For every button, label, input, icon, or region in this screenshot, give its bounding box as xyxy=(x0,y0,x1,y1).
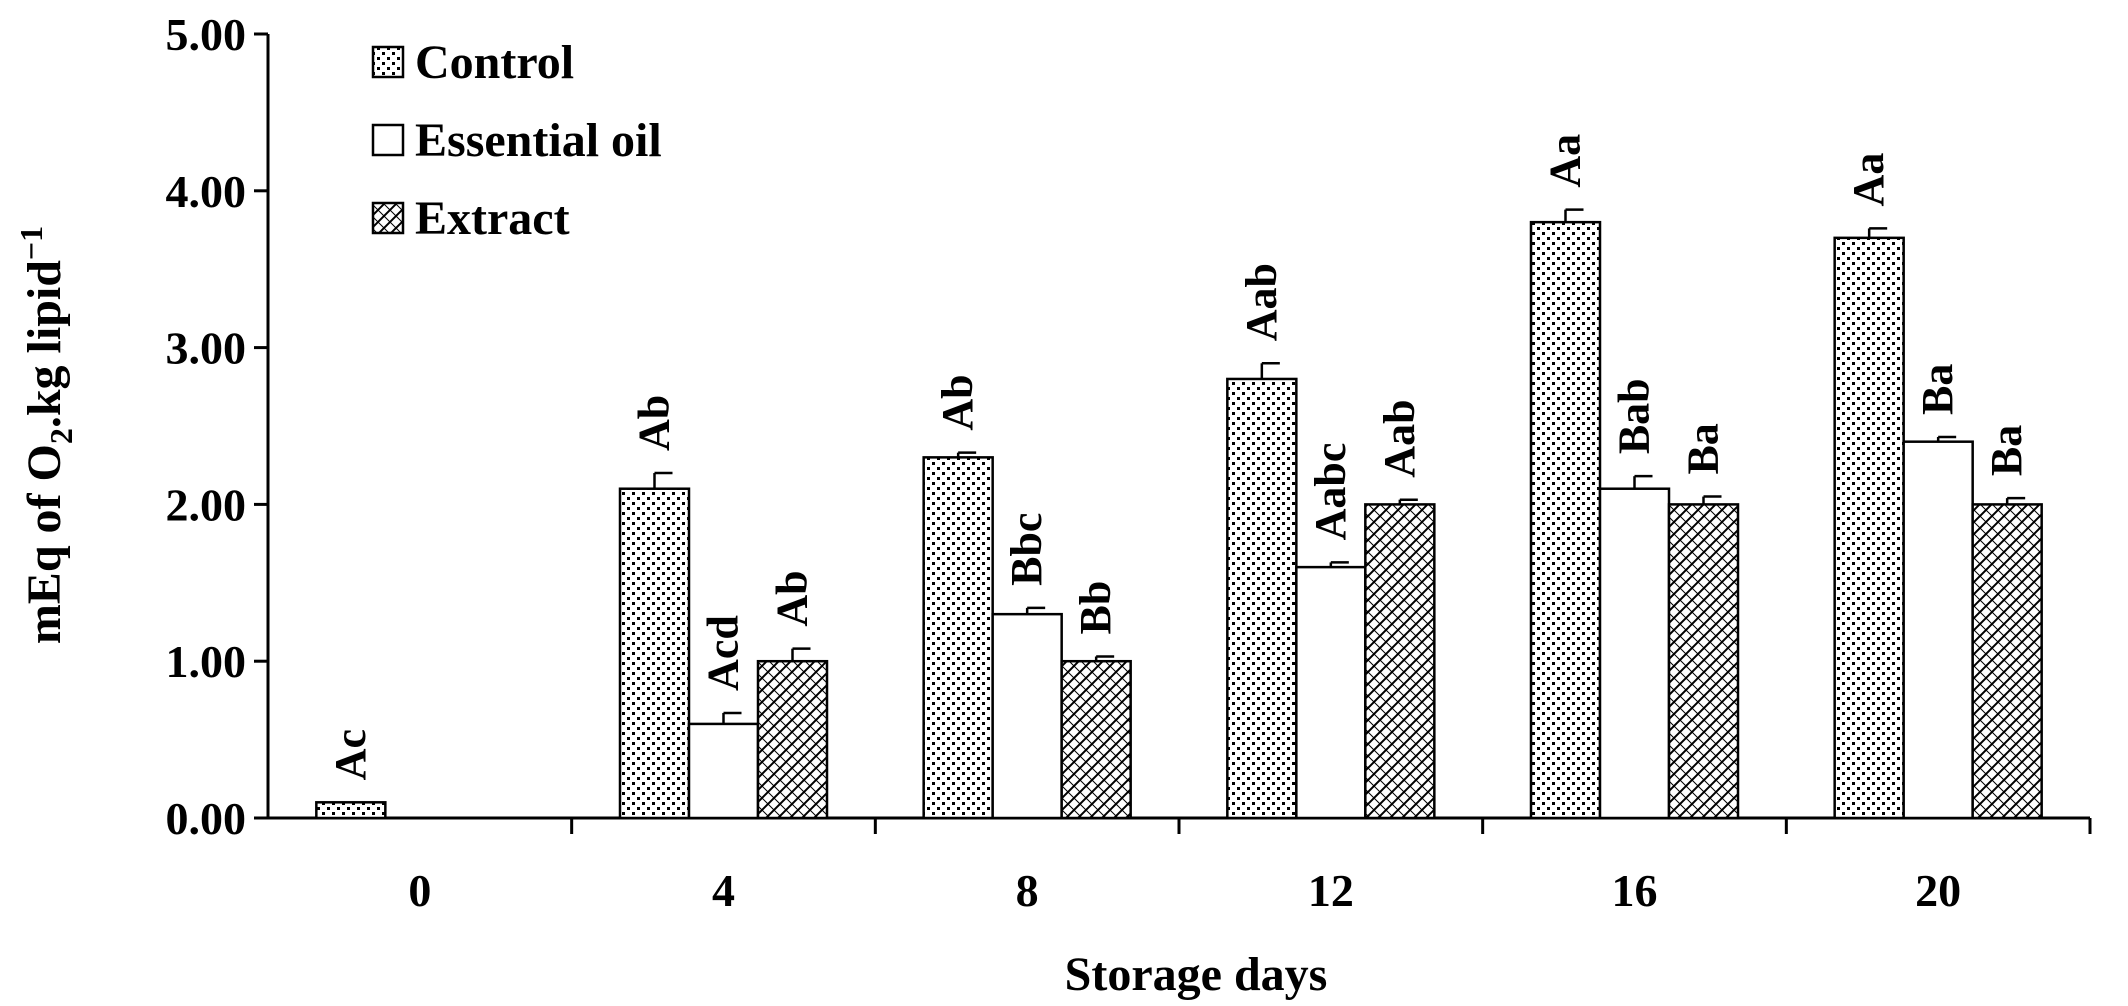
y-axis-title-superscript: −1 xyxy=(13,226,49,260)
y-axis-title: mEq of O2.kg lipid−1 xyxy=(13,226,79,644)
y-axis-title-subscript: 2 xyxy=(43,428,79,444)
y-tick-label: 1.00 xyxy=(166,636,247,687)
axes-group: 0.00 1.00 2.00 3.00 4.00 5.00 0 4 8 12 16 20 xyxy=(166,9,2092,916)
bar xyxy=(991,612,1063,820)
bar-significance-label: Aab xyxy=(1375,399,1424,477)
y-tick-label: 4.00 xyxy=(166,166,247,217)
bar-significance-label: Acd xyxy=(699,615,748,691)
bar xyxy=(687,722,760,820)
x-tick-label: 12 xyxy=(1308,865,1354,916)
x-tick-label: 20 xyxy=(1915,865,1961,916)
bar-significance-label: Ac xyxy=(326,729,375,780)
bar-significance-label: Bb xyxy=(1071,581,1120,635)
bar xyxy=(1295,565,1367,820)
x-tick-label: 16 xyxy=(1612,865,1658,916)
bar-significance-label: Bab xyxy=(1610,378,1659,454)
x-tick-label: 8 xyxy=(1016,865,1039,916)
bar xyxy=(1598,487,1671,820)
x-tick-label: 4 xyxy=(712,865,735,916)
bar-significance-label: Ba xyxy=(1913,364,1962,415)
bar-significance-label: Aa xyxy=(1844,153,1893,207)
bar-significance-label: Ab xyxy=(933,374,982,430)
bar xyxy=(922,456,994,820)
bar-significance-label: Ba xyxy=(1679,423,1728,474)
x-tick-label: 0 xyxy=(408,865,431,916)
legend-label: Essential oil xyxy=(415,114,662,167)
legend-label: Extract xyxy=(415,192,570,245)
bar xyxy=(756,659,829,820)
y-tick-label: 3.00 xyxy=(166,323,247,374)
bar xyxy=(1529,220,1602,820)
legend-swatch xyxy=(371,45,405,79)
bar xyxy=(1364,503,1436,820)
bar-significance-label: Aabc xyxy=(1306,443,1355,541)
legend-swatch xyxy=(371,201,405,235)
bar xyxy=(315,801,387,820)
bar-significance-label: Ab xyxy=(630,395,679,451)
legend-swatch xyxy=(371,123,405,157)
bar xyxy=(1667,503,1740,820)
bar xyxy=(618,487,691,820)
bar xyxy=(1060,659,1132,820)
bar-significance-label: Aa xyxy=(1541,134,1590,188)
bar xyxy=(1971,503,2043,820)
bar xyxy=(1902,440,1974,820)
y-tick-label: 5.00 xyxy=(166,9,247,60)
x-axis-title: Storage days xyxy=(1065,948,1328,1001)
legend-label: Control xyxy=(415,36,574,89)
y-tick-label: 0.00 xyxy=(166,793,247,844)
bar-significance-label: Ab xyxy=(768,570,817,626)
bar-significance-label: Ba xyxy=(1982,425,2031,476)
bar-significance-label: Aab xyxy=(1237,263,1286,341)
bar-significance-label: Bbc xyxy=(1002,513,1051,586)
legend: Control Essential oil Extract xyxy=(371,36,662,245)
y-tick-label: 2.00 xyxy=(166,479,247,530)
y-axis-title-main: mEq of O xyxy=(18,444,71,644)
bar xyxy=(1226,377,1298,820)
bars-group: Ac Ab Acd Ab Ab Bbc Bb Aab Aabc Aab Aa Bab Ba Aa Ba Ba xyxy=(315,134,2043,820)
y-axis-title-rest: .kg lipid xyxy=(18,260,71,428)
bar xyxy=(1833,236,1905,820)
